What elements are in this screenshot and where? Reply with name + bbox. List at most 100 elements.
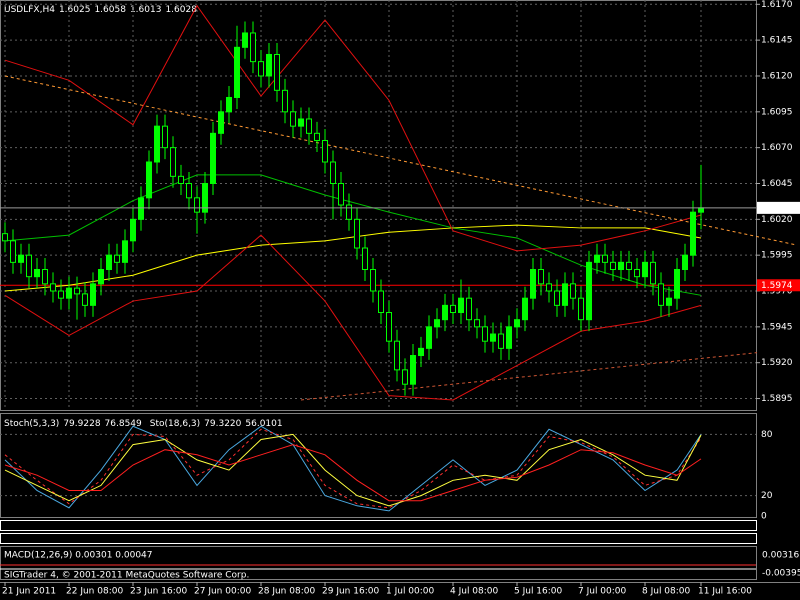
candle-body [618,261,624,271]
candle-body [330,161,336,184]
empty-panel [0,533,757,544]
candle-body [586,261,592,321]
indicator-line [300,352,758,401]
x-tick-label: 23 Jun 16:00 [130,587,187,597]
candle-body [410,355,416,385]
main-panel-border [0,0,757,411]
macd-scale-label: 0.00316 [762,551,799,561]
candle-body [698,207,704,213]
candle-body [674,269,680,299]
candle-body [82,293,88,306]
candle-body [314,132,320,141]
candle-body [362,247,368,271]
candle-body [370,269,376,292]
indicator-line [4,234,702,401]
stoch-value: 79.9228 [63,419,100,429]
stoch-tick-label: 0 [761,512,767,522]
header-low: 1.6013 [130,5,162,15]
stoch-tick-label: 80 [761,430,773,440]
x-tick-label: 7 Jul 00:00 [578,587,627,597]
candle-body [122,240,128,263]
y-tick-label: 1.6120 [761,71,793,81]
empty-panel [0,520,757,531]
candle-body [210,132,216,184]
candle-body [690,211,696,256]
candle-body [42,269,48,285]
candle-body [266,53,272,77]
candle-body [490,333,496,342]
candle-body [154,125,160,163]
candle-body [218,111,224,134]
candle-body [570,283,576,299]
level-label: 1.5974 [761,281,793,291]
candle-body [434,319,440,328]
candle-body [554,290,560,306]
candle-body [418,347,424,357]
candle-body [202,182,208,213]
stoch-name: Stoch(5,3,3) [4,419,59,429]
candle-body [666,297,672,306]
candle-body [626,261,632,271]
candle-body [426,326,432,349]
indicator-line [4,75,798,246]
candle-body [642,261,648,278]
candle-body [10,240,16,263]
stoch-name: Sto(18,6,3) [150,419,200,429]
stoch-label: Stoch(5,3,3) 79.9228 76.8549 Sto(18,6,3) 79.… [4,419,283,429]
candle-body [106,254,112,271]
candle-body [58,290,64,299]
candle-body [354,218,360,249]
candle-body [450,304,456,314]
candle-body [306,118,312,134]
header-high: 1.6058 [94,5,126,15]
footer: SIGTrader 4, © 2001-2011 MetaQuotes Soft… [4,571,249,581]
y-tick-label: 1.5920 [761,358,793,368]
y-tick-label: 1.6070 [761,143,793,153]
candle-body [602,254,608,263]
candle-body [26,254,32,278]
stoch-tick-label: 20 [761,491,773,501]
x-tick-label: 4 Jul 08:00 [450,587,499,597]
candle-body [226,96,232,113]
stoch-value: 56.0101 [245,419,282,429]
macd-label: MACD(12,26,9) 0.00301 0.00047 [4,551,153,561]
candle-body [506,326,512,349]
candle-body [458,297,464,314]
header-close: 1.6028 [165,5,197,15]
x-tick-label: 5 Jul 16:00 [514,587,563,597]
candle-body [530,269,536,299]
candle-body [346,204,352,220]
candle-body [394,340,400,371]
candle-body [274,53,280,91]
stoch-line [4,425,702,512]
header: USDLFX,H4 1.6025 1.6058 1.6013 1.6028 [4,5,197,15]
x-tick-label: 8 Jul 08:00 [642,587,691,597]
stoch-panel-border [0,413,757,518]
candle-body [466,297,472,321]
candle-body [242,32,248,48]
candle-body [66,287,72,299]
candle-body [546,283,552,292]
candle-body [178,175,184,184]
candle-body [282,89,288,113]
candle-body [138,197,144,220]
candle-body [234,46,240,98]
y-tick-label: 1.5945 [761,322,793,332]
stoch-line [4,433,702,507]
x-tick-label: 22 Jun 08:00 [66,587,123,597]
candle-body [378,290,384,314]
candle-body [170,147,176,177]
candle-body [522,297,528,321]
candle-body [538,269,544,285]
price-label: 1.6028 [761,203,793,213]
candle-body [34,269,40,278]
y-tick-label: 1.5995 [761,251,793,261]
candle-body [258,61,264,77]
candle-body [18,254,24,263]
candle-body [98,269,104,285]
candle-body [162,125,168,149]
candle-body [338,182,344,206]
y-tick-label: 1.6095 [761,107,793,117]
